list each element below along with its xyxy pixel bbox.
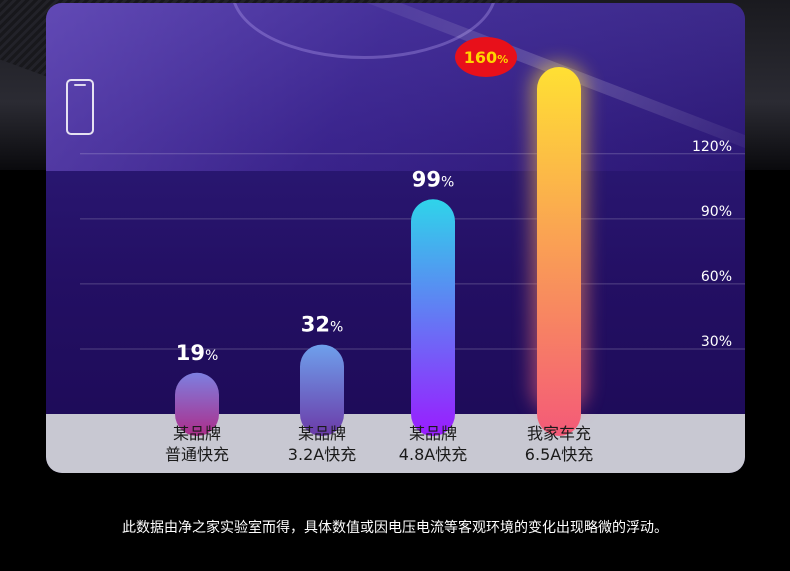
bar bbox=[411, 199, 455, 436]
y-tick-label: 90% bbox=[701, 204, 732, 220]
bar bbox=[300, 344, 344, 436]
data-label-value: 160 bbox=[464, 48, 497, 67]
footnote: 此数据由净之家实验室而得，具体数值或因电压电流等客观环境的变化出现略微的浮动。 bbox=[122, 520, 668, 536]
data-label-value: 19 bbox=[176, 341, 205, 365]
x-tick-label: 某品牌 bbox=[298, 424, 346, 443]
data-label-unit: % bbox=[441, 174, 454, 190]
data-label-unit: % bbox=[330, 320, 343, 336]
y-tick-label: 30% bbox=[701, 334, 732, 350]
x-tick-label: 某品牌 bbox=[173, 424, 221, 443]
bar bbox=[537, 67, 581, 436]
chart-panel bbox=[46, 3, 745, 473]
x-tick-label: 6.5A快充 bbox=[525, 445, 593, 464]
value-badge-bg bbox=[455, 37, 517, 77]
data-label: 32% bbox=[301, 313, 344, 337]
data-label: 160% bbox=[464, 48, 508, 67]
data-label-value: 99 bbox=[412, 167, 441, 191]
x-tick-label: 我家车充 bbox=[527, 424, 591, 443]
data-label-value: 32 bbox=[301, 313, 330, 337]
data-label: 19% bbox=[176, 341, 219, 365]
data-label: 99% bbox=[412, 167, 455, 191]
x-tick-label: 3.2A快充 bbox=[288, 445, 356, 464]
x-tick-label: 普通快充 bbox=[165, 445, 229, 464]
data-label-unit: % bbox=[205, 348, 218, 364]
x-tick-label: 某品牌 bbox=[409, 424, 457, 443]
phone-icon bbox=[66, 79, 94, 135]
y-tick-label: 120% bbox=[692, 139, 732, 155]
x-tick-label: 4.8A快充 bbox=[399, 445, 467, 464]
y-tick-label: 60% bbox=[701, 269, 732, 285]
data-label-unit: % bbox=[497, 53, 508, 66]
value-badge: 160% bbox=[455, 37, 517, 77]
category-label-bar bbox=[46, 414, 745, 473]
bar bbox=[175, 372, 219, 436]
